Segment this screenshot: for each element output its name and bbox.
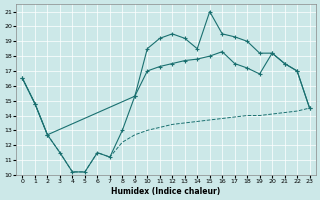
X-axis label: Humidex (Indice chaleur): Humidex (Indice chaleur) [111, 187, 221, 196]
